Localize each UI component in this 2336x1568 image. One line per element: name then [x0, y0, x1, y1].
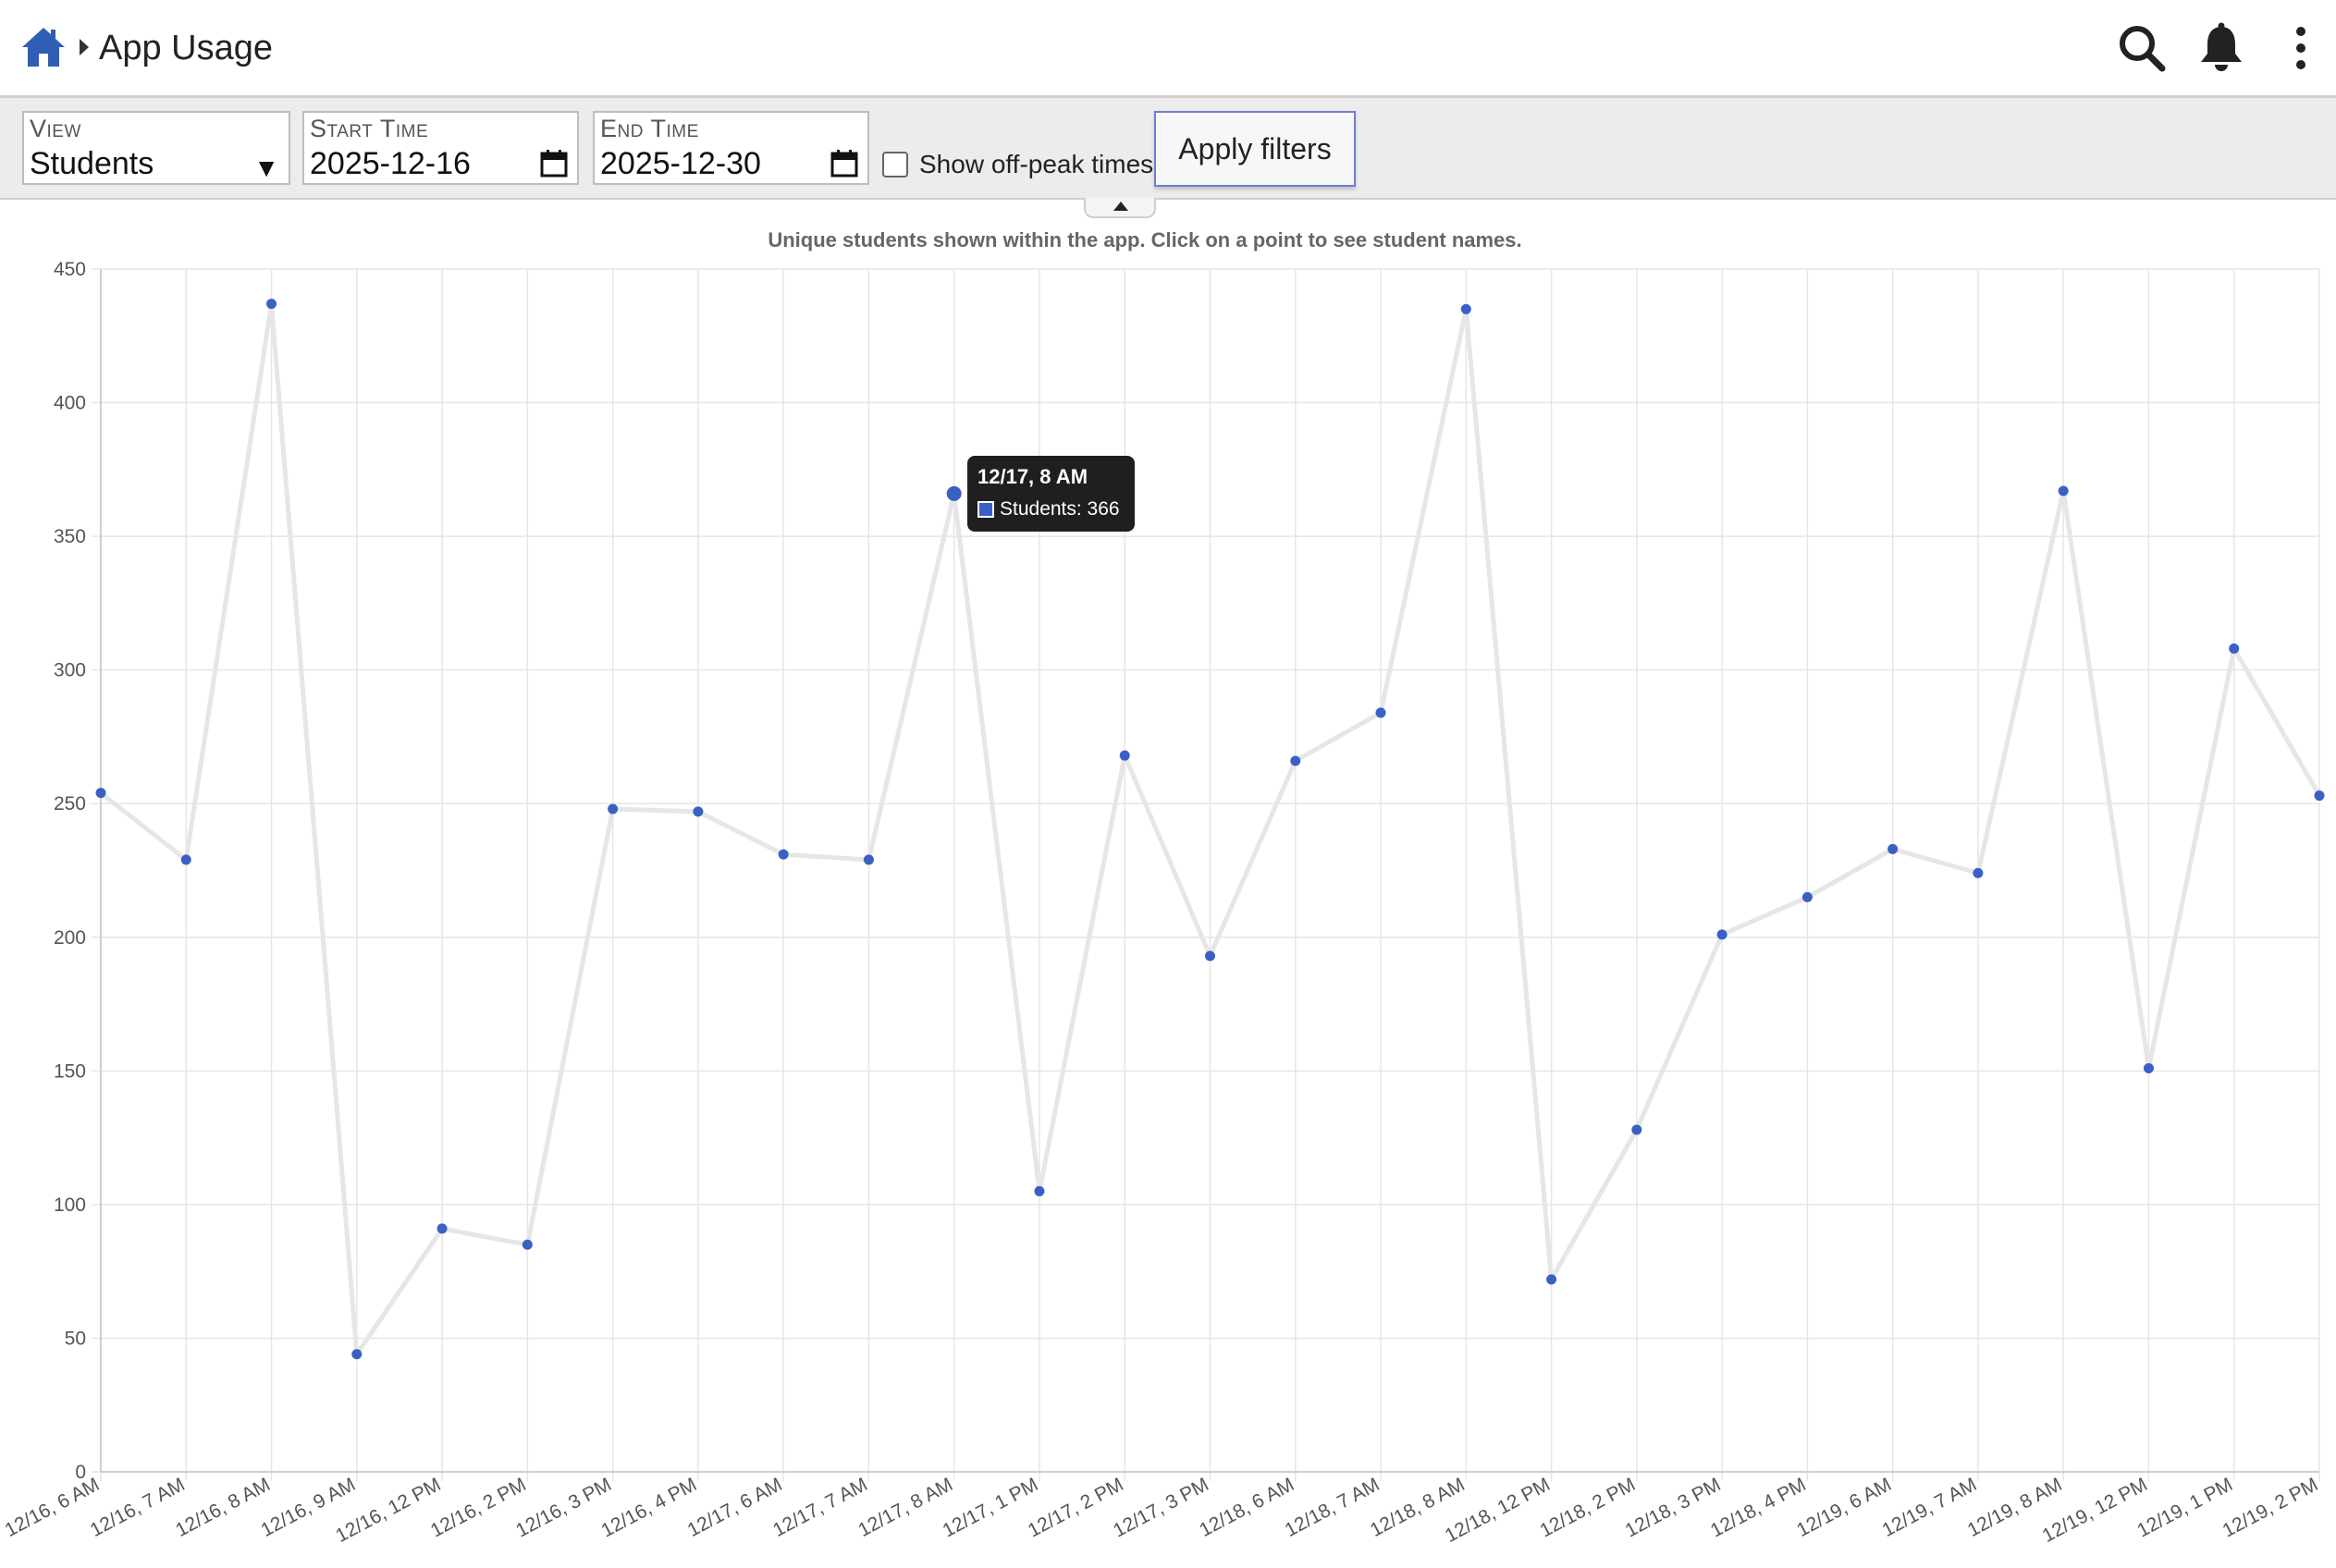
data-point[interactable] [1290, 755, 1301, 766]
x-tick-label: 12/18, 6 AM [1196, 1474, 1297, 1541]
data-point[interactable] [863, 854, 874, 865]
off-peak-checkbox[interactable] [882, 152, 908, 178]
y-tick-label: 250 [54, 793, 86, 815]
data-point[interactable] [1631, 1124, 1642, 1135]
data-point[interactable] [1375, 707, 1386, 718]
y-tick-label: 100 [54, 1194, 86, 1216]
tooltip-value: Students: 366 [1000, 498, 1120, 520]
x-tick-label: 12/19, 1 PM [2133, 1474, 2236, 1541]
tooltip-title: 12/17, 8 AM [977, 465, 1088, 488]
data-point[interactable] [522, 1239, 533, 1250]
start-time-value: 2025-12-16 [310, 146, 471, 181]
y-tick-label: 350 [54, 526, 86, 547]
x-tick-label: 12/18, 2 PM [1536, 1474, 1639, 1541]
data-point[interactable] [351, 1349, 363, 1360]
home-icon[interactable] [20, 24, 67, 70]
data-point[interactable] [436, 1223, 448, 1234]
apply-filters-button[interactable]: Apply filters [1154, 111, 1356, 187]
caret-down-icon: ▼ [253, 153, 279, 182]
data-point[interactable] [1460, 303, 1471, 314]
end-time-input[interactable]: End Time 2025-12-30 [593, 111, 869, 185]
x-tick-label: 12/17, 7 AM [769, 1474, 871, 1541]
start-time-input[interactable]: Start Time 2025-12-16 [302, 111, 579, 185]
y-axis: 0 50 100 150 200 250 300 350 400 450 [54, 259, 86, 1483]
data-point[interactable] [1034, 1185, 1045, 1196]
data-point[interactable] [2314, 790, 2325, 802]
y-tick-label: 450 [54, 259, 86, 280]
x-tick-label: 12/16, 8 AM [172, 1474, 274, 1541]
x-tick-label: 12/16, 2 PM [427, 1474, 530, 1541]
x-tick-label: 12/19, 6 AM [1793, 1474, 1895, 1541]
chart-subtitle: Unique students shown within the app. Cl… [768, 228, 1521, 251]
data-point[interactable] [180, 854, 191, 865]
usage-chart: Unique students shown within the app. Cl… [2, 228, 2325, 1547]
x-tick-label: 12/18, 4 PM [1707, 1474, 1810, 1541]
x-tick-label: 12/16, 7 AM [87, 1474, 189, 1541]
data-point[interactable] [1205, 950, 1215, 962]
view-select[interactable]: View Students ▼ [22, 111, 290, 185]
x-tick-label: 12/17, 2 PM [1025, 1474, 1127, 1541]
x-tick-label: 12/16, 6 AM [2, 1474, 104, 1541]
x-tick-label: 12/18, 7 AM [1282, 1474, 1383, 1541]
data-point[interactable] [1119, 750, 1130, 761]
data-point[interactable] [1801, 891, 1813, 902]
data-point[interactable] [1546, 1274, 1557, 1285]
data-point[interactable] [2143, 1062, 2154, 1073]
y-tick-label: 0 [75, 1462, 86, 1483]
view-label: View [30, 115, 81, 142]
page-title: App Usage [99, 29, 274, 67]
y-tick-label: 50 [65, 1328, 86, 1349]
x-tick-label: 12/19, 2 PM [2219, 1474, 2322, 1541]
search-icon[interactable] [2116, 22, 2168, 74]
y-tick-label: 200 [54, 927, 86, 949]
tooltip-swatch [977, 501, 994, 518]
end-time-label: End Time [600, 115, 699, 142]
data-point[interactable] [2229, 643, 2240, 655]
more-vertical-icon[interactable] [2275, 22, 2327, 74]
calendar-icon[interactable] [830, 150, 858, 178]
off-peak-label: Show off-peak times [919, 150, 1154, 178]
start-time-label: Start Time [310, 115, 429, 142]
x-tick-label: 12/16, 3 PM [512, 1474, 615, 1541]
x-tick-label: 12/17, 8 AM [854, 1474, 956, 1541]
x-tick-label: 12/17, 6 AM [684, 1474, 786, 1541]
caret-up-icon [1113, 202, 1128, 211]
x-tick-label: 12/18, 3 PM [1622, 1474, 1725, 1541]
data-point[interactable] [1973, 867, 1984, 878]
chevron-right-icon [80, 39, 89, 55]
end-time-value: 2025-12-30 [600, 146, 761, 181]
data-point[interactable] [95, 788, 106, 799]
x-tick-label: 12/16, 4 PM [597, 1474, 700, 1541]
x-tick-label: 12/17, 3 PM [1110, 1474, 1212, 1541]
bell-icon[interactable] [2195, 22, 2247, 74]
view-value: Students [30, 146, 154, 181]
data-point[interactable] [2058, 485, 2069, 496]
data-point[interactable] [1716, 929, 1727, 940]
data-point[interactable] [778, 849, 789, 860]
y-tick-label: 400 [54, 393, 86, 414]
x-tick-label: 12/17, 1 PM [940, 1474, 1042, 1541]
data-point[interactable] [266, 299, 277, 310]
data-point[interactable] [946, 485, 962, 501]
app-header: App Usage [0, 0, 2336, 98]
series-students [95, 299, 2325, 1360]
data-point[interactable] [693, 806, 704, 817]
chart-grid [92, 268, 2320, 1481]
data-point[interactable] [608, 803, 619, 815]
collapse-filters-toggle[interactable] [1084, 198, 1156, 218]
calendar-icon[interactable] [540, 150, 568, 178]
chart-tooltip: 12/17, 8 AM Students: 366 [967, 456, 1135, 532]
x-tick-label: 12/19, 7 AM [1879, 1474, 1981, 1541]
y-tick-label: 300 [54, 660, 86, 681]
data-point[interactable] [1887, 843, 1899, 854]
y-tick-label: 150 [54, 1060, 86, 1082]
